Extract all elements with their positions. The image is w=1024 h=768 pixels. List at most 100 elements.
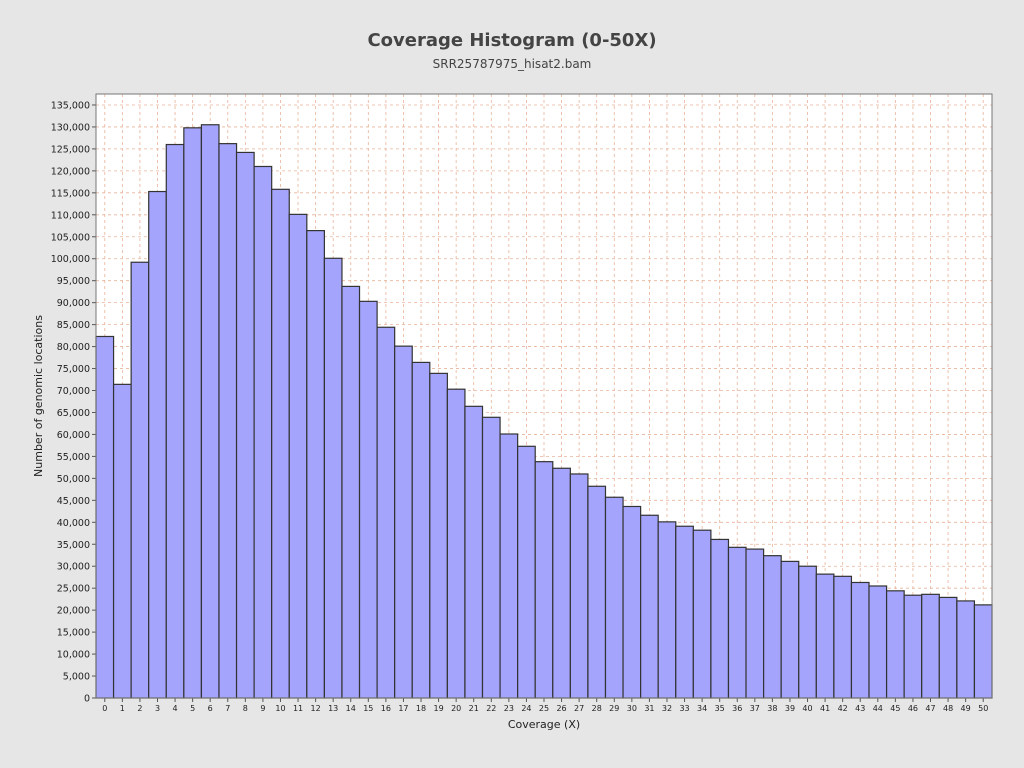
bar-10 [271, 188, 290, 699]
y-tick-label: 75,000 [57, 364, 90, 375]
bar-16 [376, 326, 396, 699]
bar-49 [956, 600, 976, 699]
bar-35 [710, 538, 730, 699]
bar-30 [622, 505, 642, 699]
chart-subtitle: SRR25787975_hisat2.bam [432, 57, 592, 71]
y-tick-label: 20,000 [57, 606, 90, 617]
x-tick-label: 12 [311, 704, 321, 713]
bar-9 [253, 165, 273, 699]
plot-border [95, 93, 993, 699]
x-tick-label: 40 [802, 704, 812, 713]
x-tick-label: 44 [873, 704, 883, 713]
y-tick-label: 35,000 [57, 540, 90, 551]
y-tick-label: 105,000 [51, 232, 90, 243]
bar-8 [235, 151, 255, 699]
bar-44 [868, 585, 888, 699]
x-tick-label: 21 [469, 704, 479, 713]
x-tick-label: 11 [293, 704, 303, 713]
x-tick-label: 22 [486, 704, 496, 713]
bar-39 [780, 560, 800, 699]
bar-6 [200, 124, 220, 699]
x-tick-label: 14 [346, 704, 356, 713]
y-tick-label: 10,000 [57, 650, 90, 661]
y-tick-label: 0 [84, 694, 90, 705]
x-tick-label: 1 [120, 704, 125, 713]
bar-26 [552, 467, 571, 699]
x-tick-label: 48 [943, 704, 953, 713]
bar-11 [288, 213, 308, 699]
x-axis-ticks: 0 1 2 3 4 5 6 7 8 9 10 11 12 13 14 15 16 17 18 19 20 21 22 23 24… [102, 698, 988, 713]
bar-13 [323, 257, 343, 699]
y-tick-label: 80,000 [57, 342, 90, 353]
x-axis-label: Coverage (X) [508, 718, 580, 731]
x-tick-label: 32 [662, 704, 672, 713]
x-tick-label: 0 [102, 704, 107, 713]
y-tick-label: 95,000 [57, 276, 90, 287]
x-tick-label: 25 [539, 704, 549, 713]
x-tick-label: 50 [978, 704, 988, 713]
x-tick-label: 46 [908, 704, 918, 713]
bar-38 [763, 555, 782, 699]
y-tick-label: 70,000 [57, 386, 90, 397]
y-tick-label: 115,000 [51, 188, 90, 199]
bar-1 [112, 383, 132, 699]
y-tick-label: 90,000 [57, 298, 90, 309]
bar-31 [640, 514, 659, 699]
x-tick-label: 8 [243, 704, 248, 713]
x-tick-label: 10 [275, 704, 285, 713]
x-tick-label: 35 [715, 704, 725, 713]
bar-19 [429, 372, 448, 699]
x-tick-label: 41 [820, 704, 830, 713]
bar-25 [534, 461, 554, 699]
bar-47 [921, 593, 940, 699]
bar-36 [727, 546, 747, 699]
x-tick-label: 4 [173, 704, 178, 713]
y-tick-label: 25,000 [57, 584, 90, 595]
x-tick-label: 24 [521, 704, 531, 713]
bar-2 [130, 261, 150, 699]
bar-22 [481, 416, 501, 699]
x-tick-label: 13 [328, 704, 338, 713]
bar-18 [411, 361, 431, 699]
bar-29 [604, 496, 624, 699]
x-tick-label: 38 [767, 704, 777, 713]
y-tick-label: 135,000 [51, 100, 90, 111]
bar-15 [358, 300, 378, 699]
x-tick-label: 33 [679, 704, 689, 713]
bar-21 [464, 405, 484, 699]
bars [95, 124, 993, 699]
x-tick-label: 39 [785, 704, 795, 713]
y-tick-label: 130,000 [51, 122, 90, 133]
x-tick-label: 9 [260, 704, 265, 713]
bar-41 [815, 573, 835, 699]
bar-45 [885, 590, 905, 699]
x-tick-label: 15 [363, 704, 373, 713]
x-tick-label: 26 [556, 704, 566, 713]
x-tick-label: 17 [398, 704, 408, 713]
bar-14 [341, 285, 361, 699]
bar-40 [798, 565, 817, 699]
x-tick-label: 42 [838, 704, 848, 713]
y-tick-label: 55,000 [57, 452, 90, 463]
x-tick-label: 49 [961, 704, 971, 713]
x-tick-label: 7 [225, 704, 230, 713]
bar-24 [517, 445, 536, 699]
y-axis-ticks: 0 5,000 10,000 15,000 20,000 25,000 30,000 35,0… [51, 100, 96, 705]
bar-50 [973, 604, 993, 699]
y-tick-label: 50,000 [57, 474, 90, 485]
x-tick-label: 30 [627, 704, 637, 713]
x-tick-label: 16 [381, 704, 391, 713]
y-tick-label: 30,000 [57, 562, 90, 573]
x-tick-label: 43 [855, 704, 865, 713]
y-tick-label: 60,000 [57, 430, 90, 441]
y-axis-label: Number of genomic locations [32, 315, 45, 477]
bar-5 [183, 127, 203, 699]
bar-23 [499, 433, 519, 699]
y-tick-label: 40,000 [57, 518, 90, 529]
y-tick-label: 85,000 [57, 320, 90, 331]
bar-43 [850, 581, 870, 699]
x-tick-label: 36 [732, 704, 742, 713]
y-tick-label: 125,000 [51, 144, 90, 155]
x-tick-label: 20 [451, 704, 461, 713]
